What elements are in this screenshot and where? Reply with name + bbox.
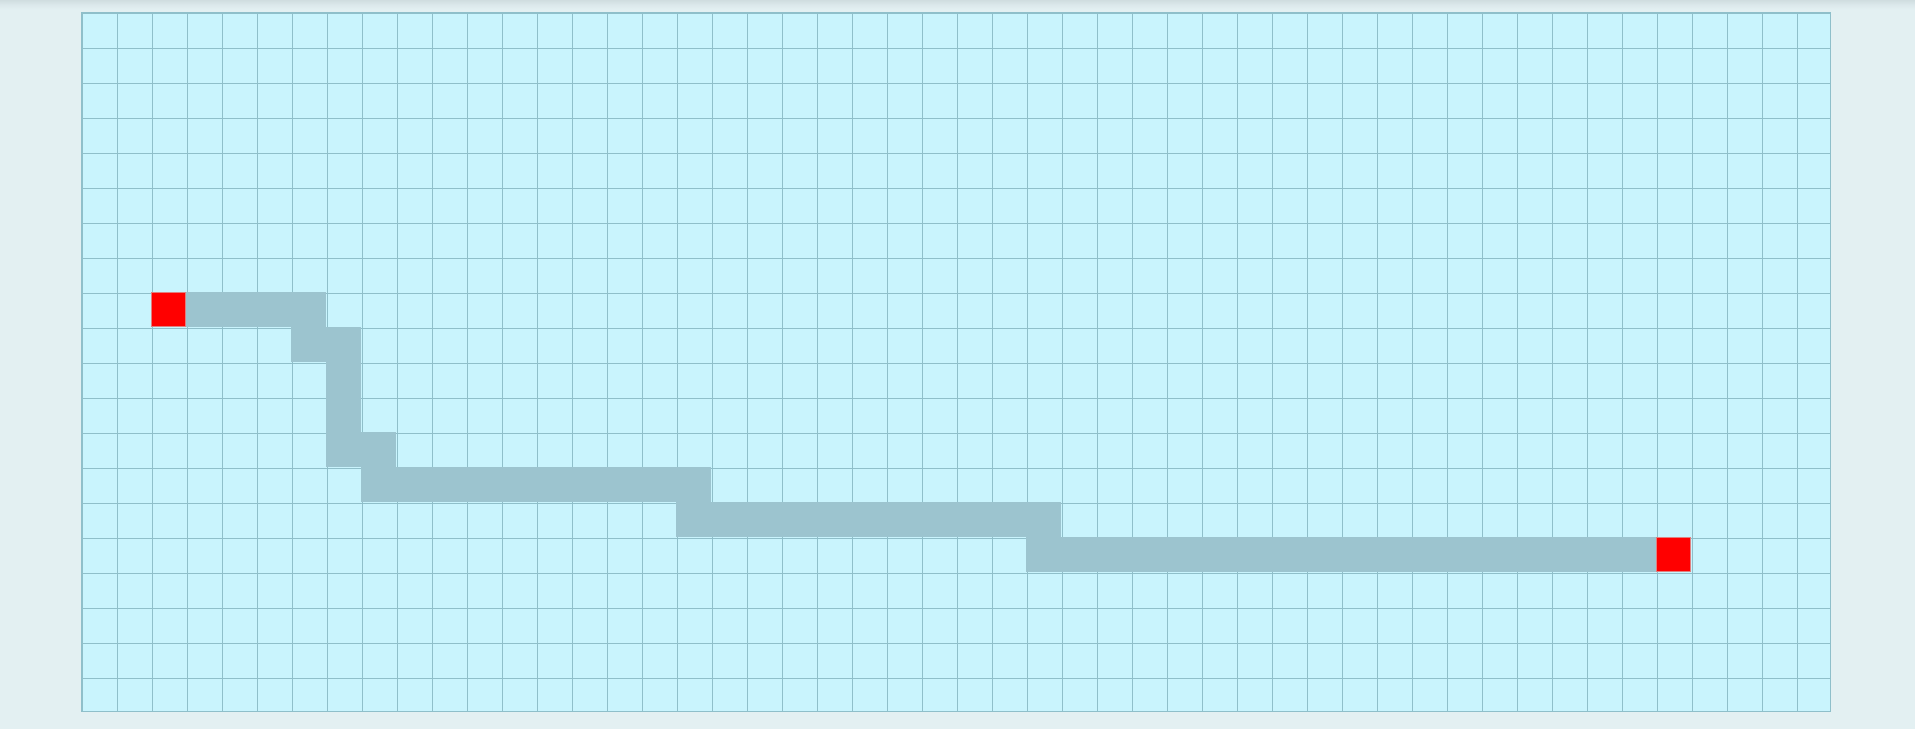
path-cell <box>956 502 991 537</box>
path-cell <box>466 467 501 502</box>
path-cell <box>326 362 361 397</box>
path-cell <box>186 292 221 327</box>
path-cell <box>1201 537 1236 572</box>
end-endpoint[interactable] <box>1656 537 1691 572</box>
path-cell <box>1096 537 1131 572</box>
path-cell <box>1026 537 1061 572</box>
path-cell <box>886 502 921 537</box>
path-cell <box>641 467 676 502</box>
path-cell <box>1411 537 1446 572</box>
path-cell <box>571 467 606 502</box>
path-cell <box>676 502 711 537</box>
path-cell <box>326 327 361 362</box>
path-cell <box>1551 537 1586 572</box>
game-grid[interactable] <box>81 12 1831 712</box>
path-cell <box>851 502 886 537</box>
path-cell <box>221 292 256 327</box>
path-cell <box>1271 537 1306 572</box>
start-endpoint[interactable] <box>151 292 186 327</box>
top-bar-shadow <box>0 0 1915 10</box>
path-cell <box>1481 537 1516 572</box>
path-cell <box>361 467 396 502</box>
path-cell <box>606 467 641 502</box>
path-cell <box>921 502 956 537</box>
path-cell <box>326 397 361 432</box>
path-cell <box>1586 537 1621 572</box>
path-cell <box>1621 537 1656 572</box>
path-cell <box>676 467 711 502</box>
path-cell <box>1061 537 1096 572</box>
path-cell <box>1376 537 1411 572</box>
path-cell <box>431 467 466 502</box>
path-cell <box>746 502 781 537</box>
path-cell <box>1166 537 1201 572</box>
path-cell <box>1341 537 1376 572</box>
path-cell <box>536 467 571 502</box>
path-cell <box>1026 502 1061 537</box>
path-cell <box>781 502 816 537</box>
path-cell <box>396 467 431 502</box>
path-cell <box>1306 537 1341 572</box>
path-cell <box>256 292 291 327</box>
path-cell <box>1516 537 1551 572</box>
path-cell <box>501 467 536 502</box>
path-cell <box>291 292 326 327</box>
path-cell <box>991 502 1026 537</box>
path-cell <box>711 502 746 537</box>
path-cell <box>1446 537 1481 572</box>
path-cell <box>816 502 851 537</box>
path-cell <box>326 432 361 467</box>
path-cell <box>1131 537 1166 572</box>
path-cell <box>1236 537 1271 572</box>
path-cell <box>361 432 396 467</box>
path-cell <box>291 327 326 362</box>
